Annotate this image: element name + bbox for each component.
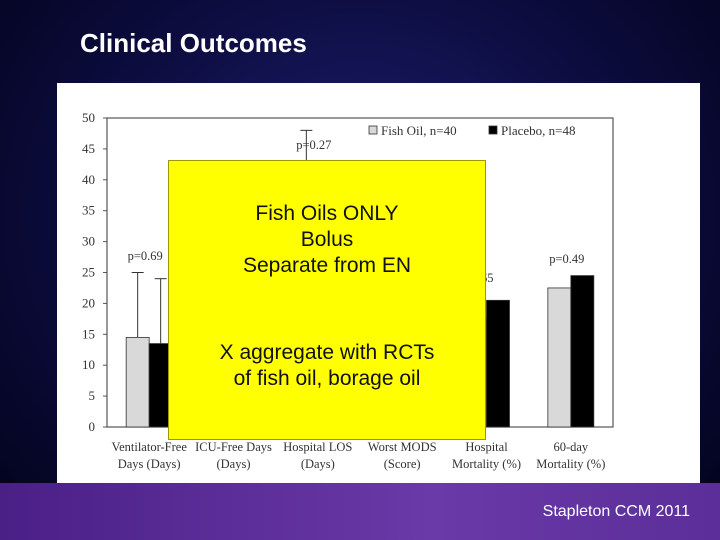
x-tick-label: (Score) [384, 457, 421, 471]
overlay-line: Bolus [300, 228, 354, 251]
overlay-line: X aggregate with RCTs [219, 341, 435, 364]
y-tick-label: 30 [82, 234, 95, 249]
x-tick-label: Ventilator-Free [111, 440, 187, 454]
footer-band [0, 483, 720, 540]
x-tick-label: Days (Days) [118, 457, 181, 471]
x-tick-label: Mortality (%) [452, 457, 521, 471]
bar-fish-oil [125, 336, 150, 428]
bar-placebo [486, 299, 510, 428]
p-value-annotation: p=0.27 [296, 138, 331, 152]
overlay-block-top: Fish Oils ONLY Bolus Separate from EN [169, 201, 485, 279]
bar-placebo [570, 275, 595, 428]
y-tick-label: 0 [89, 419, 96, 434]
y-tick-label: 20 [82, 295, 95, 310]
x-tick-label: (Days) [216, 457, 250, 471]
y-tick-label: 35 [82, 203, 95, 218]
slide-title: Clinical Outcomes [80, 28, 307, 58]
x-tick-label: Worst MODS [368, 440, 437, 454]
p-value-annotation: p=0.49 [549, 252, 584, 266]
bar-fish-oil [547, 287, 572, 428]
overlay-line: Separate from EN [242, 254, 412, 277]
y-tick-label: 5 [89, 388, 96, 403]
overlay-line: Fish Oils ONLY [255, 202, 399, 225]
x-tick-label: Hospital [465, 440, 508, 454]
legend-label: Fish Oil, n=40 [381, 123, 457, 138]
overlay-line: of fish oil, borage oil [233, 367, 421, 390]
legend-swatch [488, 125, 498, 135]
p-value-annotation: p=0.69 [128, 249, 163, 263]
y-tick-label: 10 [82, 357, 95, 372]
y-tick-label: 45 [82, 141, 95, 156]
x-tick-label: ICU-Free Days [195, 440, 272, 454]
x-tick-label: Mortality (%) [536, 457, 605, 471]
yellow-overlay-callout: Fish Oils ONLY Bolus Separate from EN X … [168, 160, 486, 440]
x-tick-label: 60-day [553, 440, 588, 454]
legend-swatch [368, 125, 378, 135]
y-tick-label: 50 [82, 110, 95, 125]
y-tick-label: 15 [82, 326, 95, 341]
overlay-block-bottom: X aggregate with RCTs of fish oil, borag… [169, 340, 485, 392]
y-tick-label: 40 [82, 172, 95, 187]
x-tick-label: (Days) [301, 457, 335, 471]
y-tick-label: 25 [82, 265, 95, 280]
x-tick-label: Hospital LOS [283, 440, 352, 454]
citation: Stapleton CCM 2011 [542, 503, 690, 520]
legend-label: Placebo, n=48 [501, 123, 575, 138]
